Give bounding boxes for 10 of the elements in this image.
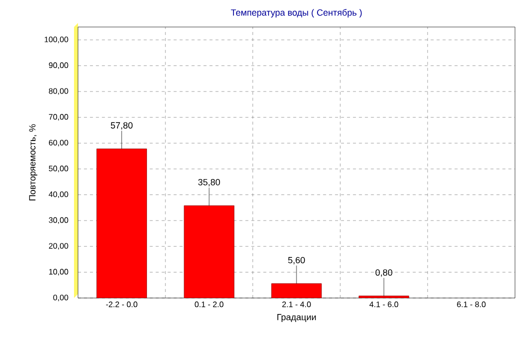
- data-label: 57,80: [110, 122, 133, 130]
- y-axis-title: Повторяемость, %: [29, 124, 38, 200]
- data-label: 0,80: [376, 269, 392, 277]
- bar: [96, 148, 147, 298]
- bar: [271, 283, 322, 298]
- data-label: 5,60: [288, 256, 305, 264]
- chart-title: Температура воды ( Сентябрь ): [230, 9, 362, 18]
- bar: [184, 205, 234, 298]
- x-axis-title: Градации: [277, 314, 316, 322]
- data-label: 35,80: [198, 178, 220, 186]
